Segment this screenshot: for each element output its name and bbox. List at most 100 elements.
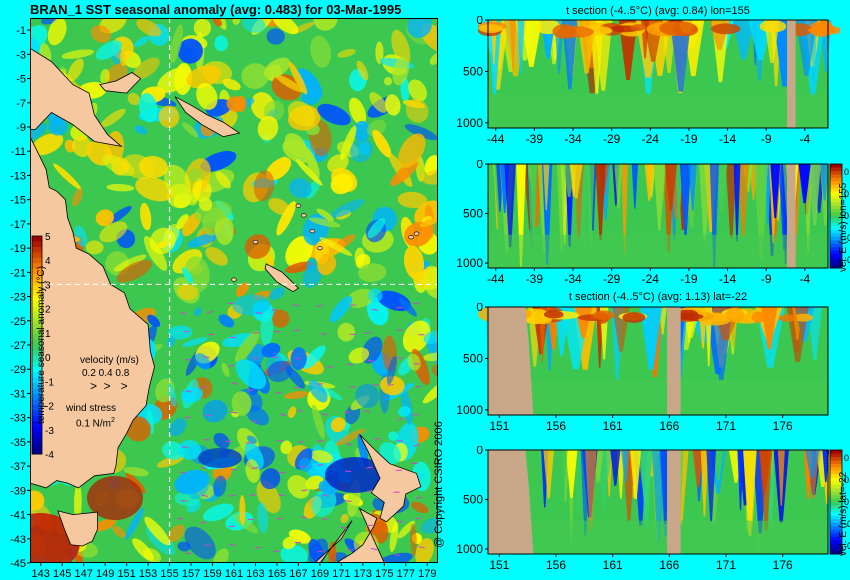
section-x-tick-label: -19 <box>680 272 698 286</box>
section-x-tick-label: 156 <box>546 419 566 433</box>
velocity-colorbar-segment <box>830 515 842 520</box>
velocity-colorbar-segment <box>830 216 842 220</box>
map-frame <box>30 18 438 563</box>
velocity-colorbar-tick: -0.2 <box>844 233 850 243</box>
section-features <box>477 19 840 96</box>
section-feature <box>565 450 578 498</box>
depth-tick-label: 0 <box>476 446 483 457</box>
island <box>309 229 316 234</box>
lon-tick-label: 151 <box>117 568 135 580</box>
island <box>413 231 420 236</box>
section-x-tick-label: -4 <box>799 132 810 146</box>
section-x-tick-label: 151 <box>489 558 509 572</box>
new-zealand-north-land <box>359 434 422 523</box>
velocity-colorbar-segment <box>830 536 842 541</box>
section-feature <box>709 164 719 267</box>
wind-arrow <box>394 553 401 556</box>
wind-arrow <box>320 332 327 336</box>
section-feature <box>737 164 749 237</box>
velocity-legend-arrows: > > > <box>90 379 128 393</box>
map-colorbar-label: temperature seasonal anomaly (°C) <box>36 266 47 424</box>
section-x-tick-label: 161 <box>603 419 623 433</box>
lon-tick-label: 161 <box>225 568 243 580</box>
wind-arrow <box>293 386 300 389</box>
depth-tick-label: 0 <box>476 16 483 27</box>
section-land <box>787 20 796 128</box>
lon-tick-label: 171 <box>332 568 350 580</box>
section-feature <box>733 164 741 242</box>
velocity-colorbar-tick: 0 <box>844 211 849 221</box>
surface-anomaly <box>711 23 741 35</box>
section-feature <box>504 164 516 248</box>
velocity-colorbar-segment <box>830 191 842 196</box>
lat-tick-label: -3 <box>16 49 26 61</box>
wind-arrow <box>184 416 191 419</box>
velocity-colorbar-segment <box>830 184 842 189</box>
temperature-section-lat-22: 0 500 1000 151 156 161 166 171 176 <box>456 303 829 433</box>
wind-arrow <box>271 356 278 359</box>
velocity-colorbar-tick: -0.4 <box>844 255 850 265</box>
section-feature <box>543 450 554 499</box>
section-x-tick-label: -24 <box>642 132 660 146</box>
lon-tick-label: 169 <box>311 568 329 580</box>
section-feature <box>640 450 653 533</box>
wind-arrow <box>415 385 422 388</box>
wind-arrow <box>374 437 381 440</box>
lat-tick-label: -43 <box>10 534 26 546</box>
velocity-colorbar-segment <box>830 243 842 248</box>
wind-arrow <box>271 309 278 311</box>
wind-legend-exponent: 2 <box>111 417 115 424</box>
wind-arrow <box>273 550 280 553</box>
section-features <box>492 164 831 268</box>
velocity-colorbar: 0.4 0.2 0 -0.2 -0.4 <box>829 449 850 555</box>
section-feature <box>543 164 550 211</box>
island <box>317 246 323 251</box>
velocity-colorbar-tick: 0.4 <box>844 167 850 177</box>
wind-arrow <box>231 382 238 385</box>
section-land <box>488 307 534 415</box>
depth-tick-label: 500 <box>463 64 483 78</box>
temperature-section-lon155: 0 500 1000 -44 -39 -34 -29 -24 -19 -14 -9 -4 <box>456 16 840 146</box>
depth-tick-label: 1000 <box>456 403 483 417</box>
section-land <box>667 307 681 415</box>
deep-layer <box>488 234 828 268</box>
wind-arrow <box>251 466 259 470</box>
lat-tick-label: -9 <box>16 122 26 134</box>
wind-arrow <box>317 550 324 553</box>
section-frame <box>487 19 829 129</box>
panel2-side-label: vel. E (m/s) lon=155 <box>838 182 849 272</box>
velocity-colorbar-segment <box>830 240 842 245</box>
section-feature <box>640 307 663 370</box>
lon-tick-label: 165 <box>268 568 286 580</box>
velocity-colorbar-segment <box>830 195 842 200</box>
section-feature <box>556 164 566 251</box>
wind-arrow <box>364 410 371 413</box>
section-feature <box>664 164 678 211</box>
velocity-colorbar-segment <box>830 177 842 182</box>
section-feature <box>692 450 704 488</box>
sst-map <box>30 18 438 563</box>
depth-tick-label: 500 <box>463 207 483 221</box>
island <box>231 277 237 282</box>
depth-tick-label: 1000 <box>456 116 483 130</box>
section-feature <box>706 450 716 522</box>
lat-tick-label: -41 <box>10 510 26 522</box>
lat-tick-label: -7 <box>16 98 26 110</box>
wind-arrow <box>293 304 300 307</box>
lon-tick-label: 157 <box>182 568 200 580</box>
section-x-tick-label: 156 <box>546 558 566 572</box>
wind-arrow <box>366 466 373 469</box>
depth-tick-label: 0 <box>476 303 483 314</box>
section-feature <box>527 164 537 258</box>
wind-arrow <box>200 386 207 389</box>
lon-tick-label: 173 <box>354 568 372 580</box>
velocity-colorbar-tick: -0.4 <box>844 541 850 551</box>
lon-tick-label: 163 <box>246 568 264 580</box>
velocity-legend-values: 0.2 0.4 0.8 <box>82 368 130 379</box>
section-feature <box>516 164 526 267</box>
velocity-colorbar-segment <box>830 212 842 217</box>
wind-arrow <box>229 336 236 339</box>
section-feature <box>569 164 583 199</box>
lon-tick-label: 175 <box>375 568 393 580</box>
velocity-colorbar-segment <box>830 257 842 262</box>
